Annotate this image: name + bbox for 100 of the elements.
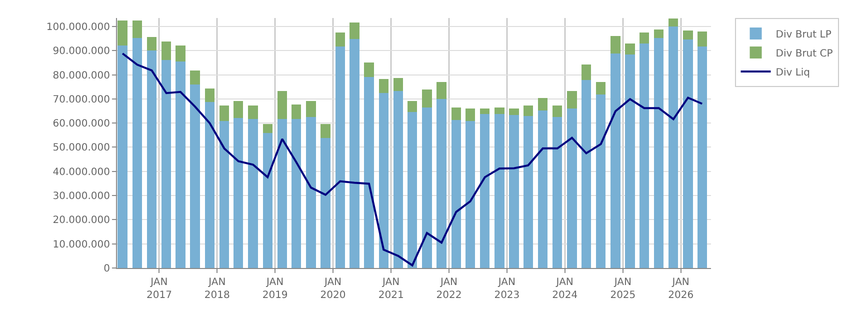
bar — [219, 106, 230, 121]
bar — [350, 38, 360, 268]
y-tick-label: 90.000.000 — [52, 46, 110, 58]
legend-label: Div Liq — [776, 67, 810, 78]
bar — [465, 121, 476, 268]
bar — [697, 46, 707, 268]
x-tick-label: JAN 2025 — [610, 277, 636, 301]
bar — [291, 118, 302, 268]
bar — [190, 84, 200, 268]
bar — [190, 70, 200, 85]
bar — [654, 29, 664, 38]
y-tick-label: 70.000.000 — [52, 94, 110, 106]
bar — [146, 50, 157, 268]
bar — [451, 108, 461, 120]
bar — [407, 112, 418, 268]
bar — [118, 45, 128, 268]
bar — [393, 78, 404, 91]
legend-label: Div Brut LP — [776, 29, 832, 40]
bar — [234, 100, 244, 118]
bar — [465, 108, 476, 122]
x-tick-label: JAN 2024 — [552, 277, 578, 301]
bar — [204, 88, 215, 102]
bar — [494, 108, 504, 114]
y-tick-label: 20.000.000 — [52, 215, 110, 226]
y-tick-label: 60.000.000 — [52, 118, 110, 130]
y-tick-label: 80.000.000 — [52, 70, 110, 82]
bar — [291, 104, 302, 119]
bar — [581, 80, 592, 268]
bar — [668, 18, 678, 26]
bar — [567, 91, 577, 108]
bar — [625, 54, 635, 268]
bar — [596, 82, 606, 95]
y-tick-label: 50.000.000 — [52, 142, 110, 154]
bar — [610, 53, 620, 268]
bar — [378, 93, 388, 268]
x-tick-label: JAN 2021 — [378, 277, 404, 301]
bar — [494, 114, 504, 268]
x-tick-label: JAN 2026 — [668, 277, 694, 301]
bar — [654, 38, 664, 268]
y-tick-label: 10.000.000 — [52, 239, 110, 250]
bar — [509, 115, 519, 268]
bar — [639, 44, 650, 268]
bar — [480, 114, 490, 268]
bar — [262, 124, 272, 133]
bar — [538, 110, 548, 268]
bar — [132, 20, 142, 38]
bar — [248, 106, 258, 119]
line-series — [122, 52, 704, 266]
bar — [364, 62, 374, 77]
bar — [610, 36, 620, 54]
bar — [320, 124, 330, 138]
bar — [320, 138, 330, 268]
y-tick-label: 100.000.000 — [46, 22, 110, 33]
bar — [422, 108, 432, 268]
bar — [234, 118, 244, 268]
bar — [422, 90, 432, 108]
bar — [176, 46, 186, 62]
bar — [162, 60, 172, 268]
bar — [523, 106, 534, 116]
bar — [668, 26, 678, 268]
bar — [277, 91, 288, 119]
bar — [639, 32, 650, 44]
bar — [552, 106, 562, 118]
x-tick-label: JAN 2018 — [204, 277, 230, 301]
bar — [306, 117, 316, 268]
bar — [683, 30, 693, 40]
bar — [393, 90, 404, 268]
y-tick-label: 30.000.000 — [52, 191, 110, 202]
x-tick-label: JAN 2017 — [146, 277, 172, 301]
x-tick-label: JAN 2022 — [436, 277, 462, 301]
bar — [407, 100, 418, 112]
bar — [567, 108, 577, 268]
bar — [581, 64, 592, 80]
bar — [523, 116, 534, 268]
x-tick-label: JAN 2020 — [320, 277, 346, 301]
y-tick-label: 0 — [104, 264, 110, 274]
bar — [625, 44, 635, 54]
bar — [132, 38, 142, 268]
bar — [118, 20, 128, 46]
bar — [162, 42, 172, 60]
bar — [277, 118, 288, 268]
bar — [436, 82, 446, 99]
bar — [219, 120, 230, 268]
bar — [451, 120, 461, 268]
bar — [248, 118, 258, 268]
x-tick-label: JAN 2019 — [262, 277, 288, 301]
bar — [335, 46, 345, 268]
bar — [350, 22, 360, 39]
bar — [509, 108, 519, 116]
bar — [436, 98, 446, 268]
bar — [596, 94, 606, 268]
legend-label: Div Brut CP — [776, 48, 833, 60]
x-tick-label: JAN 2023 — [494, 277, 520, 301]
bar — [335, 32, 345, 46]
bar — [204, 102, 215, 268]
bar — [538, 98, 548, 110]
bar — [364, 76, 374, 268]
y-tick-label: 40.000.000 — [52, 166, 110, 178]
bar — [697, 31, 707, 46]
bar — [683, 40, 693, 268]
